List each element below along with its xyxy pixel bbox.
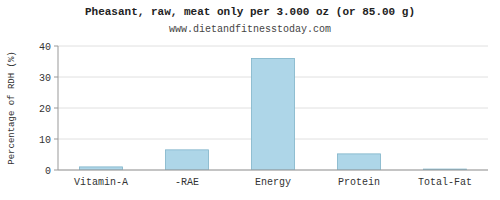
x-tick-label: -RAE <box>175 177 199 188</box>
y-tick-label: 30 <box>39 73 51 84</box>
x-tick-label: Total-Fat <box>418 177 472 188</box>
y-axis: 0 10 20 30 40 <box>39 42 58 177</box>
y-axis-label: Percentage of RDH (%) <box>7 51 17 164</box>
y-tick-label: 10 <box>39 135 51 146</box>
grid-line <box>58 170 488 171</box>
title: Pheasant, raw, meat only per 3.000 oz (o… <box>85 6 415 18</box>
y-tick <box>54 170 58 171</box>
bar <box>166 150 209 170</box>
x-tick-label: Protein <box>338 177 380 188</box>
bars <box>80 58 467 170</box>
grid-line <box>58 46 488 47</box>
y-axis-line <box>58 46 59 170</box>
chart-svg: Pheasant, raw, meat only per 3.000 oz (o… <box>0 0 500 200</box>
y-tick <box>54 139 58 140</box>
subtitle: www.dietandfitnesstoday.com <box>169 24 331 35</box>
y-tick <box>54 46 58 47</box>
x-axis-line <box>58 170 488 171</box>
x-tick-label: Vitamin-A <box>74 177 128 188</box>
y-tick <box>54 108 58 109</box>
y-tick <box>54 77 58 78</box>
bar <box>338 154 381 170</box>
x-tick-label: Energy <box>255 177 291 188</box>
x-axis: Vitamin-A -RAE Energy Protein Total-Fat <box>58 46 488 188</box>
y-tick-label: 0 <box>45 166 51 177</box>
y-tick-label: 20 <box>39 104 51 115</box>
y-grid <box>58 46 488 170</box>
bar <box>252 58 295 170</box>
y-tick-label: 40 <box>39 42 51 53</box>
chart-container: Pheasant, raw, meat only per 3.000 oz (o… <box>0 0 500 200</box>
